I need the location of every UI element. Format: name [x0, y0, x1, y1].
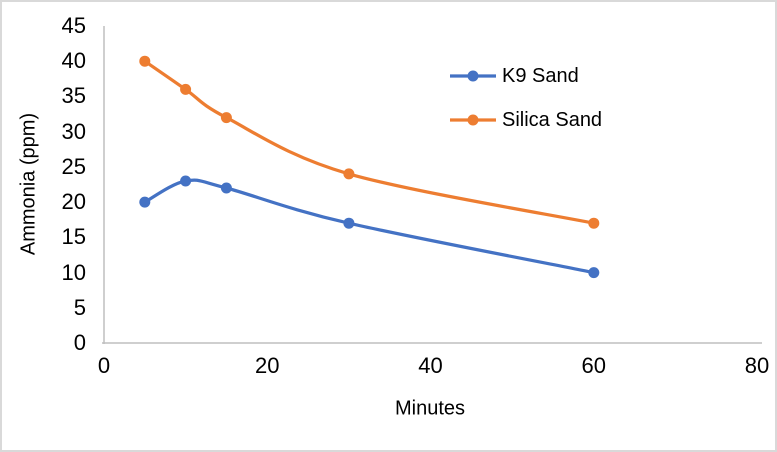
data-point-k9-sand-10min[interactable] — [180, 175, 192, 187]
x-tick-label-20: 20 — [255, 353, 280, 378]
data-point-k9-sand-30min[interactable] — [343, 217, 355, 229]
series-line-k9-sand[interactable] — [143, 178, 596, 275]
legend-marker-k9-sand — [450, 70, 496, 82]
data-point-k9-sand-60min[interactable] — [588, 267, 600, 279]
legend-label-silica-sand: Silica Sand — [502, 108, 603, 131]
legend-label-k9-sand: K9 Sand — [502, 64, 579, 87]
legend: K9 Sand Silica Sand — [450, 63, 602, 133]
y-tick-label-5: 5 — [73, 294, 86, 320]
legend-entry-k9-sand[interactable]: K9 Sand — [450, 63, 602, 89]
y-tick-label-15: 15 — [61, 224, 86, 250]
x-axis-title: Minutes — [394, 397, 466, 420]
x-tick-label-60: 60 — [581, 353, 606, 378]
y-tick-label-25: 25 — [61, 153, 86, 179]
data-point-silica-sand-30min[interactable] — [343, 168, 355, 180]
y-tick-label-45: 45 — [61, 13, 86, 38]
x-tick-label-0: 0 — [97, 353, 111, 378]
data-point-silica-sand-15min[interactable] — [220, 112, 232, 124]
y-tick-label-0: 0 — [73, 330, 86, 355]
y-tick-label-30: 30 — [61, 118, 86, 144]
y-tick-label-40: 40 — [61, 48, 86, 74]
data-point-k9-sand-15min[interactable] — [220, 182, 232, 194]
x-tick-label-80: 80 — [744, 353, 770, 378]
data-point-silica-sand-5min[interactable] — [139, 55, 151, 67]
y-tick-label-10: 10 — [61, 259, 86, 285]
legend-entry-silica-sand[interactable]: Silica Sand — [450, 107, 602, 133]
y-tick-label-35: 35 — [61, 83, 86, 109]
x-tick-label-40: 40 — [418, 353, 443, 378]
data-point-silica-sand-10min[interactable] — [180, 83, 192, 95]
legend-marker-silica-sand — [450, 114, 496, 126]
data-point-k9-sand-5min[interactable] — [139, 196, 151, 208]
data-point-silica-sand-60min[interactable] — [588, 217, 600, 229]
y-tick-label-20: 20 — [61, 189, 86, 215]
